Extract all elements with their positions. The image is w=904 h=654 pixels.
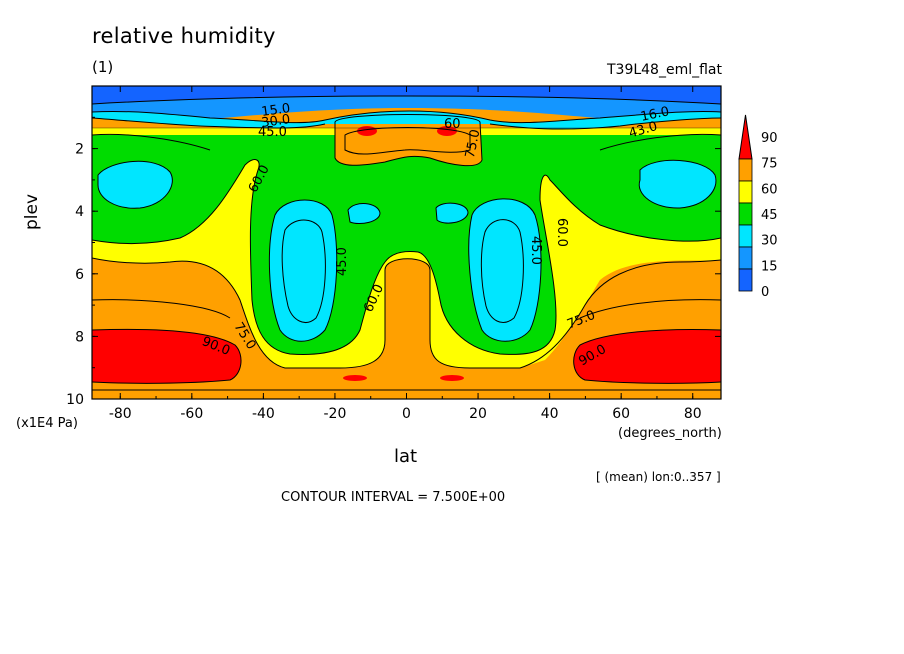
contour-interval-note: CONTOUR INTERVAL = 7.500E+00 xyxy=(281,490,506,505)
fill-red-lower-right xyxy=(573,329,721,384)
run-name: T39L48_eml_flat xyxy=(606,62,722,78)
contour-label: 45.0 xyxy=(258,125,287,140)
x-axis-label: lat xyxy=(394,446,418,467)
contour-label: 30.0 xyxy=(260,112,291,131)
x-tick-label: 60 xyxy=(612,406,630,422)
y-axis-label: plev xyxy=(22,193,42,230)
fill-red-top-left xyxy=(357,126,377,136)
fill-blue-top xyxy=(92,86,721,104)
fill-cyan-right-upper xyxy=(639,160,716,209)
fill-green-region xyxy=(92,135,721,355)
fill-cyan-right-tropic xyxy=(468,198,542,342)
colorbar-label: 75 xyxy=(761,157,778,172)
chart-title: relative humidity xyxy=(92,24,276,48)
colorbar-label: 30 xyxy=(761,234,778,249)
contour-label: 45.0 xyxy=(528,236,543,265)
fill-cyan-left-tropic xyxy=(269,200,337,342)
x-tick-label: -20 xyxy=(324,406,347,422)
x-tick-label: 20 xyxy=(469,406,487,422)
fill-cyan-small-left xyxy=(348,203,380,224)
colorbar-swatch xyxy=(738,180,753,204)
y-axis-ticks: 2 4 6 8 10 xyxy=(66,116,721,408)
colorbar-swatch xyxy=(738,268,753,292)
x-axis-unit: (degrees_north) xyxy=(618,426,722,441)
fill-cyan-left-upper xyxy=(98,161,173,209)
colorbar-swatch xyxy=(738,246,753,270)
contour-label: 60.0 xyxy=(554,218,569,247)
colorbar-label: 15 xyxy=(761,259,778,274)
chart-subtitle: (1) xyxy=(92,58,114,76)
colorbar-swatch xyxy=(738,202,753,226)
x-tick-label: -80 xyxy=(109,406,132,422)
colorbar-label: 45 xyxy=(761,208,778,223)
x-tick-label: 0 xyxy=(402,406,411,422)
contour-label: 16.0 xyxy=(639,104,670,125)
colorbar-arrow xyxy=(738,114,753,160)
fill-red-lower-left xyxy=(92,329,242,384)
y-tick-label: 2 xyxy=(75,142,84,158)
fill-cyan-small-right xyxy=(436,203,468,224)
colorbar-label: 0 xyxy=(761,285,769,300)
colorbar: 90 75 60 45 30 15 0 xyxy=(738,114,778,300)
x-tick-label: 80 xyxy=(684,406,702,422)
contour-label: 15.0 xyxy=(260,101,291,120)
colorbar-label: 90 xyxy=(761,131,778,146)
y-tick-label: 4 xyxy=(75,204,84,220)
colorbar-label: 60 xyxy=(761,182,778,197)
fill-cyan-band xyxy=(92,111,721,130)
y-tick-label: 6 xyxy=(75,267,84,283)
fill-red-bottom-left xyxy=(343,375,367,381)
mean-note: [ (mean) lon:0..357 ] xyxy=(596,470,721,484)
contour-label: 45.0 xyxy=(335,247,350,276)
contour-lines xyxy=(92,95,721,391)
contour-label: 60 xyxy=(444,117,461,132)
filled-contours xyxy=(92,86,721,399)
colorbar-swatch xyxy=(738,158,753,182)
x-axis-ticks: -80 -60 -40 -20 0 20 40 60 80 xyxy=(109,86,702,422)
y-tick-label: 8 xyxy=(75,329,84,345)
x-tick-label: -60 xyxy=(180,406,203,422)
x-tick-label: -40 xyxy=(252,406,275,422)
colorbar-swatch xyxy=(738,224,753,248)
y-axis-unit: (x1E4 Pa) xyxy=(16,416,78,431)
x-tick-label: 40 xyxy=(541,406,559,422)
contour-label: 75.0 xyxy=(463,128,484,159)
fill-red-bottom-right xyxy=(440,375,464,381)
y-tick-label: 10 xyxy=(66,392,84,408)
